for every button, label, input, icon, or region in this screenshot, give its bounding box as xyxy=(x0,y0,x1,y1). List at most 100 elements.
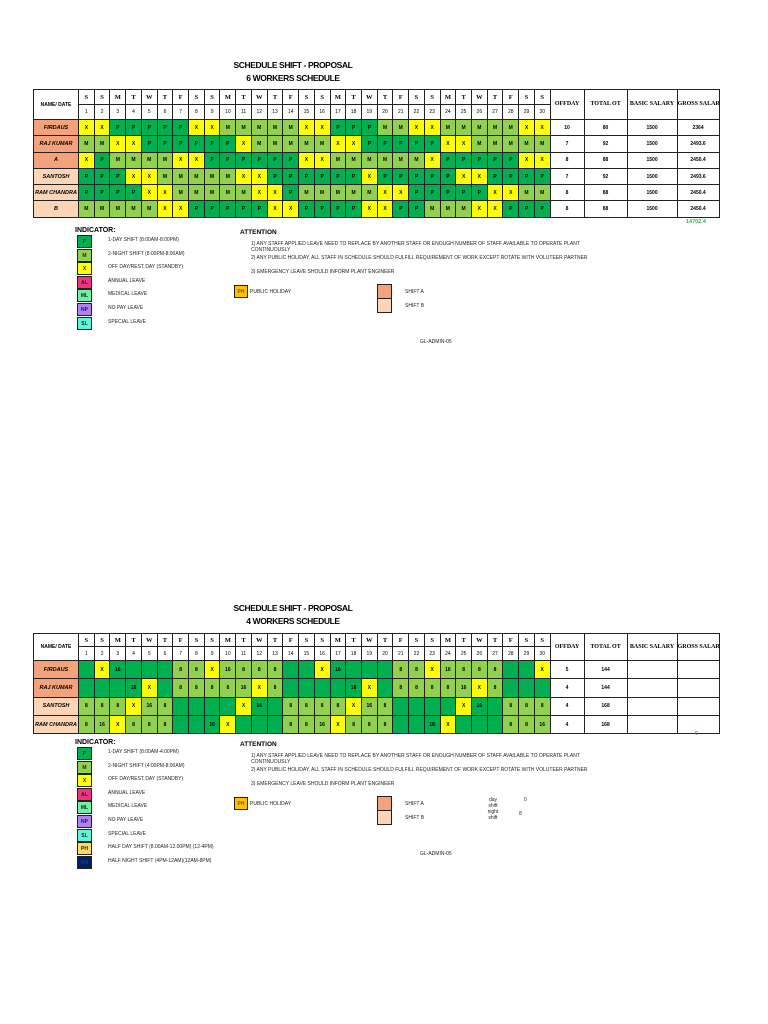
shift-cell[interactable]: P xyxy=(392,167,410,186)
shift-cell[interactable]: P xyxy=(408,184,425,202)
shift-cell[interactable]: P xyxy=(408,200,425,218)
shift-cell[interactable]: P xyxy=(109,167,127,186)
shift-cell[interactable]: M xyxy=(250,135,268,153)
shift-cell[interactable] xyxy=(156,678,174,698)
shift-cell[interactable]: X xyxy=(125,696,142,716)
shift-cell[interactable]: 8 xyxy=(78,714,95,735)
shift-cell[interactable]: 16 xyxy=(313,714,331,735)
shift-cell[interactable]: 8 xyxy=(266,678,284,698)
shift-cell[interactable]: M xyxy=(376,118,394,137)
shift-cell[interactable]: P xyxy=(219,135,237,153)
shift-cell[interactable]: M xyxy=(203,167,221,186)
shift-cell[interactable]: X xyxy=(109,135,127,153)
shift-cell[interactable]: X xyxy=(266,200,284,218)
shift-cell[interactable]: P xyxy=(360,118,378,137)
shift-cell[interactable]: X xyxy=(172,200,190,218)
shift-cell[interactable]: P xyxy=(502,200,520,218)
shift-cell[interactable]: M xyxy=(486,118,504,137)
shift-cell[interactable]: M xyxy=(423,200,441,218)
shift-cell[interactable]: X xyxy=(313,659,331,680)
shift-cell[interactable]: 8 xyxy=(470,659,488,680)
shift-cell[interactable]: P xyxy=(140,118,158,137)
shift-cell[interactable]: X xyxy=(392,184,410,202)
shift-cell[interactable]: P xyxy=(188,200,205,218)
shift-cell[interactable]: 8 xyxy=(376,696,394,716)
shift-cell[interactable]: P xyxy=(518,200,535,218)
shift-cell[interactable]: P xyxy=(203,135,221,153)
shift-cell[interactable]: 8 xyxy=(533,696,551,716)
shift-cell[interactable]: P xyxy=(109,184,127,202)
shift-cell[interactable]: P xyxy=(93,167,111,186)
shift-cell[interactable] xyxy=(518,659,535,680)
shift-cell[interactable]: P xyxy=(502,167,520,186)
shift-cell[interactable]: 8 xyxy=(266,659,284,680)
shift-cell[interactable]: X xyxy=(188,118,205,137)
shift-cell[interactable]: X xyxy=(360,678,378,698)
shift-cell[interactable]: M xyxy=(486,135,504,153)
shift-cell[interactable] xyxy=(282,678,300,698)
shift-cell[interactable]: P xyxy=(78,167,95,186)
shift-cell[interactable]: P xyxy=(78,184,95,202)
shift-cell[interactable] xyxy=(376,659,394,680)
shift-cell[interactable]: X xyxy=(502,184,520,202)
shift-cell[interactable]: X xyxy=(439,135,457,153)
shift-cell[interactable]: X xyxy=(360,167,378,186)
shift-cell[interactable] xyxy=(78,678,95,698)
shift-cell[interactable]: M xyxy=(439,200,457,218)
shift-cell[interactable]: P xyxy=(376,135,394,153)
shift-cell[interactable]: P xyxy=(329,118,347,137)
shift-cell[interactable]: 8 xyxy=(502,714,520,735)
shift-cell[interactable]: M xyxy=(125,200,142,218)
shift-cell[interactable]: P xyxy=(423,184,441,202)
shift-cell[interactable]: M xyxy=(329,151,347,169)
shift-cell[interactable]: X xyxy=(235,696,252,716)
shift-cell[interactable]: X xyxy=(140,167,158,186)
shift-cell[interactable]: X xyxy=(156,200,174,218)
shift-cell[interactable]: P xyxy=(392,200,410,218)
shift-cell[interactable] xyxy=(250,714,268,735)
shift-cell[interactable]: 16 xyxy=(109,659,127,680)
shift-cell[interactable] xyxy=(486,714,504,735)
shift-cell[interactable]: M xyxy=(172,184,190,202)
shift-cell[interactable]: M xyxy=(313,184,331,202)
shift-cell[interactable]: 16 xyxy=(423,714,441,735)
shift-cell[interactable]: P xyxy=(219,200,237,218)
shift-cell[interactable]: 8 xyxy=(156,696,174,716)
shift-cell[interactable]: P xyxy=(533,167,551,186)
shift-cell[interactable] xyxy=(408,714,425,735)
shift-cell[interactable]: 8 xyxy=(360,714,378,735)
shift-cell[interactable]: M xyxy=(439,118,457,137)
shift-cell[interactable]: X xyxy=(533,151,551,169)
shift-cell[interactable]: 8 xyxy=(518,714,535,735)
shift-cell[interactable]: 8 xyxy=(455,659,472,680)
shift-cell[interactable]: M xyxy=(219,167,237,186)
shift-cell[interactable]: 8 xyxy=(376,714,394,735)
shift-cell[interactable]: M xyxy=(282,118,300,137)
shift-cell[interactable]: P xyxy=(455,151,472,169)
shift-cell[interactable]: P xyxy=(408,135,425,153)
shift-cell[interactable]: M xyxy=(78,200,95,218)
shift-cell[interactable]: X xyxy=(360,200,378,218)
shift-cell[interactable]: 16 xyxy=(455,678,472,698)
shift-cell[interactable]: X xyxy=(172,151,190,169)
shift-cell[interactable]: M xyxy=(408,151,425,169)
shift-cell[interactable]: M xyxy=(219,118,237,137)
shift-cell[interactable]: P xyxy=(140,135,158,153)
shift-cell[interactable]: P xyxy=(360,135,378,153)
shift-cell[interactable]: M xyxy=(109,151,127,169)
shift-cell[interactable] xyxy=(219,696,237,716)
shift-cell[interactable]: P xyxy=(298,200,315,218)
shift-cell[interactable] xyxy=(313,678,331,698)
shift-cell[interactable]: M xyxy=(250,118,268,137)
shift-cell[interactable]: X xyxy=(486,184,504,202)
shift-cell[interactable]: 8 xyxy=(203,678,221,698)
shift-cell[interactable] xyxy=(392,714,410,735)
shift-cell[interactable]: P xyxy=(439,184,457,202)
shift-cell[interactable]: M xyxy=(93,200,111,218)
shift-cell[interactable]: X xyxy=(188,151,205,169)
shift-cell[interactable] xyxy=(172,696,190,716)
shift-cell[interactable]: P xyxy=(203,200,221,218)
shift-cell[interactable] xyxy=(470,714,488,735)
shift-cell[interactable]: P xyxy=(486,167,504,186)
shift-cell[interactable] xyxy=(266,696,284,716)
